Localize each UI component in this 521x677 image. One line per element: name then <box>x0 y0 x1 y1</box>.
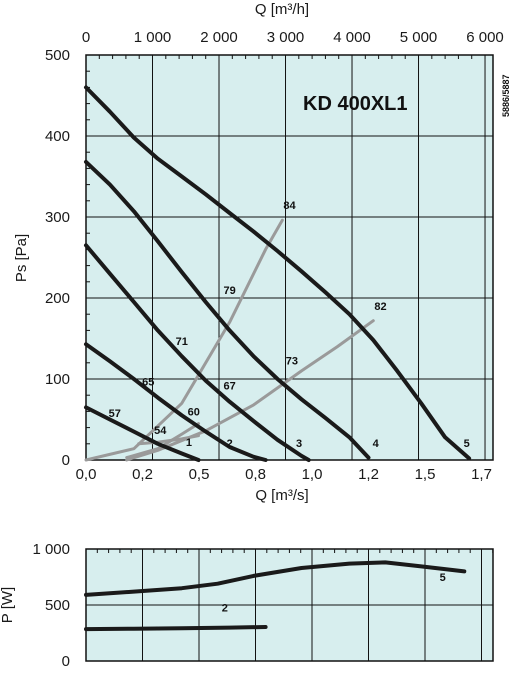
model-label: KD 400XL1 <box>303 93 408 115</box>
power-curve-label: 2 <box>222 603 228 615</box>
bottom-x-tick-label: 0,8 <box>245 466 266 483</box>
curve-label: 54 <box>154 425 167 437</box>
fan-curve-1 <box>84 405 201 462</box>
top-x-tick-label: 6 000 <box>466 29 504 46</box>
fan-curve-2 <box>84 342 268 462</box>
power-y-axis-title: P [W] <box>0 587 16 623</box>
top-x-tick-label: 4 000 <box>333 29 371 46</box>
curve-label: 79 <box>224 285 236 297</box>
curve-label: 73 <box>286 355 298 367</box>
curve-label: 57 <box>109 408 121 420</box>
bottom-x-tick-label: 1,2 <box>358 466 379 483</box>
y-axis-title: Ps [Pa] <box>13 234 30 282</box>
top-x-tick-label: 3 000 <box>267 29 305 46</box>
top-x-axis-title: Q [m³/h] <box>255 1 309 18</box>
y-tick-label: 400 <box>45 128 70 145</box>
curve-label: 82 <box>374 301 386 313</box>
curve-label: 84 <box>283 200 296 212</box>
bottom-x-tick-label: 0,5 <box>189 466 210 483</box>
curve-label: 5 <box>464 438 470 450</box>
power-y-tick-label: 0 <box>62 653 70 670</box>
bottom-x-tick-label: 1,0 <box>302 466 323 483</box>
power-curve-label: 5 <box>440 572 446 584</box>
curve-label: 60 <box>188 406 200 418</box>
code-label: 5886/5887 <box>501 74 511 117</box>
bottom-x-tick-label: 0,2 <box>132 466 153 483</box>
top-x-tick-label: 0 <box>82 29 90 46</box>
fan-curve-3 <box>84 243 311 462</box>
power-y-tick-label: 500 <box>45 597 70 614</box>
power-panel: 0 500 1 000 P [W] 5 2 <box>0 541 494 670</box>
top-x-tick-label: 1 000 <box>134 29 172 46</box>
bottom-x-axis-title: Q [m³/s] <box>255 487 308 504</box>
curve-label: 67 <box>224 381 236 393</box>
power-curve-2 <box>84 625 268 632</box>
y-tick-label: 100 <box>45 371 70 388</box>
efficiency-curve-73 <box>125 319 375 462</box>
curve-label: 4 <box>373 438 380 450</box>
curve-label: 2 <box>227 438 233 450</box>
bottom-x-tick-label: 0,0 <box>76 466 97 483</box>
efficiency-curve-60 <box>125 422 200 460</box>
y-tick-label: 200 <box>45 290 70 307</box>
power-y-tick-label: 1 000 <box>32 541 70 558</box>
curve-label: 71 <box>176 336 188 348</box>
fan-curve-4 <box>84 159 371 460</box>
fan-curve-5 <box>84 85 472 461</box>
top-plot-area <box>85 54 494 461</box>
curve-label: 1 <box>186 437 192 449</box>
y-tick-label: 0 <box>62 452 70 469</box>
top-x-tick-label: 5 000 <box>400 29 438 46</box>
bottom-x-tick-label: 1,5 <box>415 466 436 483</box>
y-tick-label: 300 <box>45 209 70 226</box>
power-curve-5 <box>84 560 467 597</box>
curve-label: 3 <box>296 438 302 450</box>
curve-label: 65 <box>142 376 154 388</box>
y-tick-label: 500 <box>45 47 70 64</box>
bottom-x-tick-label: 1,7 <box>471 466 492 483</box>
top-x-tick-label: 2 000 <box>200 29 238 46</box>
